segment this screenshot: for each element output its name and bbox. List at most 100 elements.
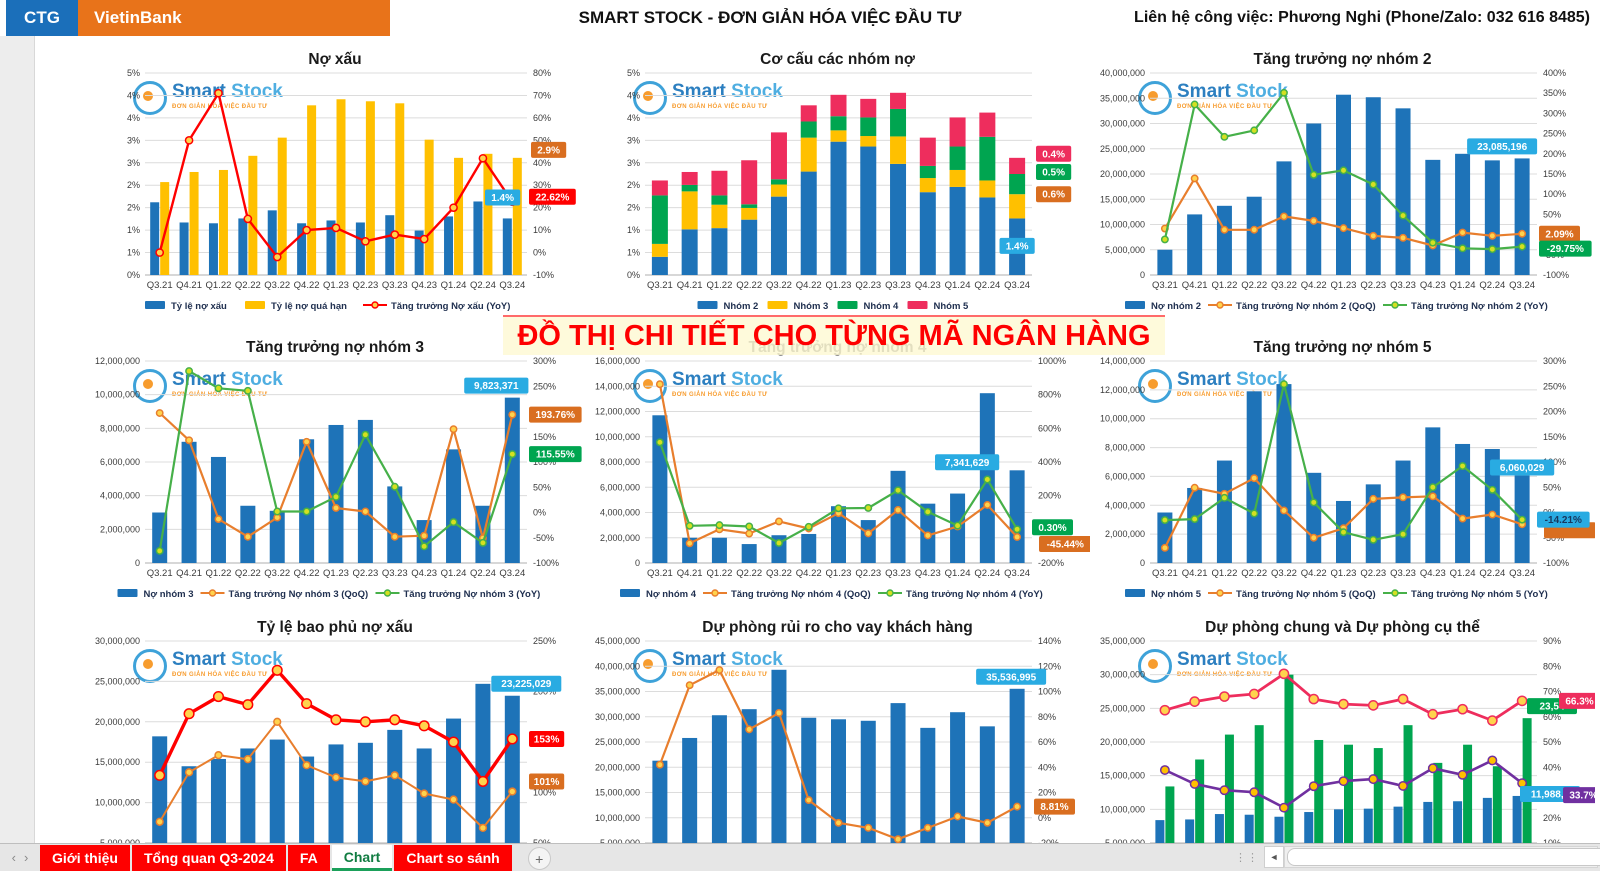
svg-text:Q4.21: Q4.21	[677, 568, 703, 579]
tab-nav-left-icon[interactable]: ‹	[11, 850, 16, 865]
svg-text:Nhóm 5: Nhóm 5	[934, 301, 970, 312]
svg-text:Q2.22: Q2.22	[1241, 280, 1267, 291]
add-sheet-button[interactable]: +	[527, 847, 551, 870]
svg-text:Dự phòng rủi ro cho vay khách: Dự phòng rủi ro cho vay khách hàng	[702, 619, 972, 636]
svg-text:35,000,000: 35,000,000	[1100, 93, 1145, 103]
svg-text:-14.21%: -14.21%	[1545, 515, 1582, 526]
ticker-cell: CTG	[6, 0, 78, 36]
svg-text:400%: 400%	[1038, 457, 1061, 467]
horizontal-scrollbar[interactable]: ⋮⋮ ◄	[1235, 845, 1600, 869]
chart-tang-truong-no-nhom-2: Smart Stock ĐƠN GIẢN HÓA VIỆC ĐẦU TƯ Tăng …	[1090, 45, 1595, 329]
chart-canvas: Dự phòng rủi ro cho vay khách hàng 45,000…	[595, 619, 1075, 843]
svg-text:Q4.21: Q4.21	[1182, 280, 1208, 291]
svg-text:50%: 50%	[1543, 482, 1561, 492]
svg-text:Q1.24: Q1.24	[441, 280, 467, 291]
svg-text:Tăng trưởng Nợ nhóm 5 (QoQ): Tăng trưởng Nợ nhóm 5 (QoQ)	[1236, 589, 1376, 600]
brand-word-1: Smart	[672, 649, 726, 670]
sheet-tab-chart-active[interactable]: Chart	[331, 845, 393, 871]
svg-text:1.4%: 1.4%	[1006, 241, 1029, 252]
brand-word-2: Stock	[725, 81, 783, 102]
brand-word-2: Stock	[1230, 81, 1288, 102]
svg-text:Tăng trưởng Nợ nhóm 2 (QoQ): Tăng trưởng Nợ nhóm 2 (QoQ)	[1236, 301, 1376, 312]
svg-text:50%: 50%	[533, 482, 551, 492]
chart-canvas: Dự phòng chung và Dự phòng cụ thể 35,000,…	[1100, 619, 1595, 843]
sheet-tab-chart-so-sanh[interactable]: Chart so sánh	[394, 845, 512, 871]
svg-text:Tăng trưởng Nợ nhóm 3 (QoQ): Tăng trưởng Nợ nhóm 3 (QoQ)	[229, 589, 369, 600]
svg-text:15,000,000: 15,000,000	[95, 757, 140, 767]
svg-text:Tăng trưởng Nợ nhóm 3 (YoY): Tăng trưởng Nợ nhóm 3 (YoY)	[404, 589, 541, 600]
svg-text:15,000,000: 15,000,000	[1100, 194, 1145, 204]
svg-text:Q3.24: Q3.24	[1509, 280, 1535, 291]
svg-text:150%: 150%	[1543, 432, 1566, 442]
svg-text:Q3.22: Q3.22	[264, 280, 290, 291]
svg-text:20%: 20%	[1543, 813, 1561, 823]
svg-text:50%: 50%	[533, 135, 551, 145]
svg-text:Q3.24: Q3.24	[1004, 280, 1030, 291]
brand-tagline: ĐƠN GIẢN HÓA VIỆC ĐẦU TƯ	[672, 392, 768, 398]
svg-text:200%: 200%	[1038, 491, 1061, 501]
svg-text:30,000,000: 30,000,000	[1100, 670, 1145, 680]
svg-text:2%: 2%	[627, 180, 640, 190]
svg-text:-10%: -10%	[533, 270, 554, 280]
smartstock-watermark: Smart Stock ĐƠN GIẢN HÓA VIỆC ĐẦU TƯ	[1138, 81, 1288, 115]
svg-text:10,000,000: 10,000,000	[1100, 220, 1145, 230]
svg-text:23,085,196: 23,085,196	[1477, 142, 1527, 153]
svg-text:Nợ nhóm 5: Nợ nhóm 5	[1151, 589, 1202, 600]
svg-text:25,000,000: 25,000,000	[595, 737, 640, 747]
svg-text:60%: 60%	[1543, 712, 1561, 722]
brand-tagline: ĐƠN GIẢN HÓA VIỆC ĐẦU TƯ	[672, 672, 768, 678]
svg-text:0: 0	[135, 558, 140, 568]
svg-text:90%: 90%	[1543, 636, 1561, 646]
svg-text:Nhóm 4: Nhóm 4	[864, 301, 900, 312]
svg-text:Tăng trưởng nợ nhóm 5: Tăng trưởng nợ nhóm 5	[1254, 339, 1432, 356]
svg-text:20,000,000: 20,000,000	[1100, 737, 1145, 747]
sheet-tab-tong-quan[interactable]: Tổng quan Q3-2024	[131, 845, 286, 871]
svg-text:-100%: -100%	[1543, 270, 1569, 280]
svg-text:30,000,000: 30,000,000	[595, 712, 640, 722]
tab-nav-right-icon[interactable]: ›	[24, 850, 29, 865]
svg-text:10,000,000: 10,000,000	[595, 432, 640, 442]
svg-text:Q3.24: Q3.24	[499, 568, 525, 579]
svg-text:101%: 101%	[534, 777, 560, 788]
svg-text:Q2.24: Q2.24	[470, 568, 496, 579]
svg-text:600%: 600%	[1038, 423, 1061, 433]
svg-text:Q1.23: Q1.23	[1331, 568, 1357, 579]
svg-text:Tỷ lệ bao phủ nợ xấu: Tỷ lệ bao phủ nợ xấu	[257, 619, 413, 636]
svg-text:35,000,000: 35,000,000	[1100, 636, 1145, 646]
svg-text:193.76%: 193.76%	[536, 410, 576, 421]
svg-text:0%: 0%	[533, 248, 546, 258]
svg-text:Q4.23: Q4.23	[1420, 280, 1446, 291]
svg-text:70%: 70%	[533, 90, 551, 100]
svg-text:Q4.23: Q4.23	[1420, 568, 1446, 579]
svg-text:Q1.23: Q1.23	[1331, 280, 1357, 291]
tab-nav-arrows[interactable]: ‹ ›	[0, 844, 40, 871]
brand-word-1: Smart	[1177, 649, 1231, 670]
svg-text:16,000,000: 16,000,000	[595, 356, 640, 366]
svg-text:Q1.22: Q1.22	[206, 280, 232, 291]
sheet-tab-fa[interactable]: FA	[287, 845, 330, 871]
svg-text:100%: 100%	[1543, 189, 1566, 199]
svg-text:Q2.24: Q2.24	[1479, 568, 1505, 579]
scroll-left-icon[interactable]: ◄	[1264, 846, 1284, 868]
svg-text:0.5%: 0.5%	[1042, 167, 1065, 178]
svg-text:1000%: 1000%	[1038, 356, 1066, 366]
svg-text:Q1.24: Q1.24	[1450, 280, 1476, 291]
scrollbar-track[interactable]	[1284, 846, 1600, 868]
scrollbar-thumb[interactable]	[1287, 848, 1600, 866]
svg-text:40%: 40%	[1038, 762, 1056, 772]
svg-text:Tăng trưởng Nợ nhóm 4 (QoQ): Tăng trưởng Nợ nhóm 4 (QoQ)	[731, 589, 871, 600]
svg-text:Q2.24: Q2.24	[974, 568, 1000, 579]
brand-word-2: Stock	[1230, 369, 1288, 390]
sheet-tab-gioi-thieu[interactable]: Giới thiệu	[40, 845, 130, 871]
svg-text:15,000,000: 15,000,000	[1100, 771, 1145, 781]
svg-text:0%: 0%	[627, 270, 640, 280]
scrollbar-resize-dots-icon[interactable]: ⋮⋮	[1235, 851, 1259, 864]
chart-ty-le-bao-phu-no-xau: Smart Stock ĐƠN GIẢN HÓA VIỆC ĐẦU TƯ Tỷ lệ…	[85, 613, 585, 843]
svg-text:Nợ nhóm 4: Nợ nhóm 4	[646, 589, 697, 600]
svg-text:23,225,029: 23,225,029	[501, 679, 551, 690]
svg-text:45,000,000: 45,000,000	[595, 636, 640, 646]
svg-text:Nợ xấu: Nợ xấu	[308, 51, 361, 68]
svg-text:Q2.23: Q2.23	[1360, 568, 1386, 579]
